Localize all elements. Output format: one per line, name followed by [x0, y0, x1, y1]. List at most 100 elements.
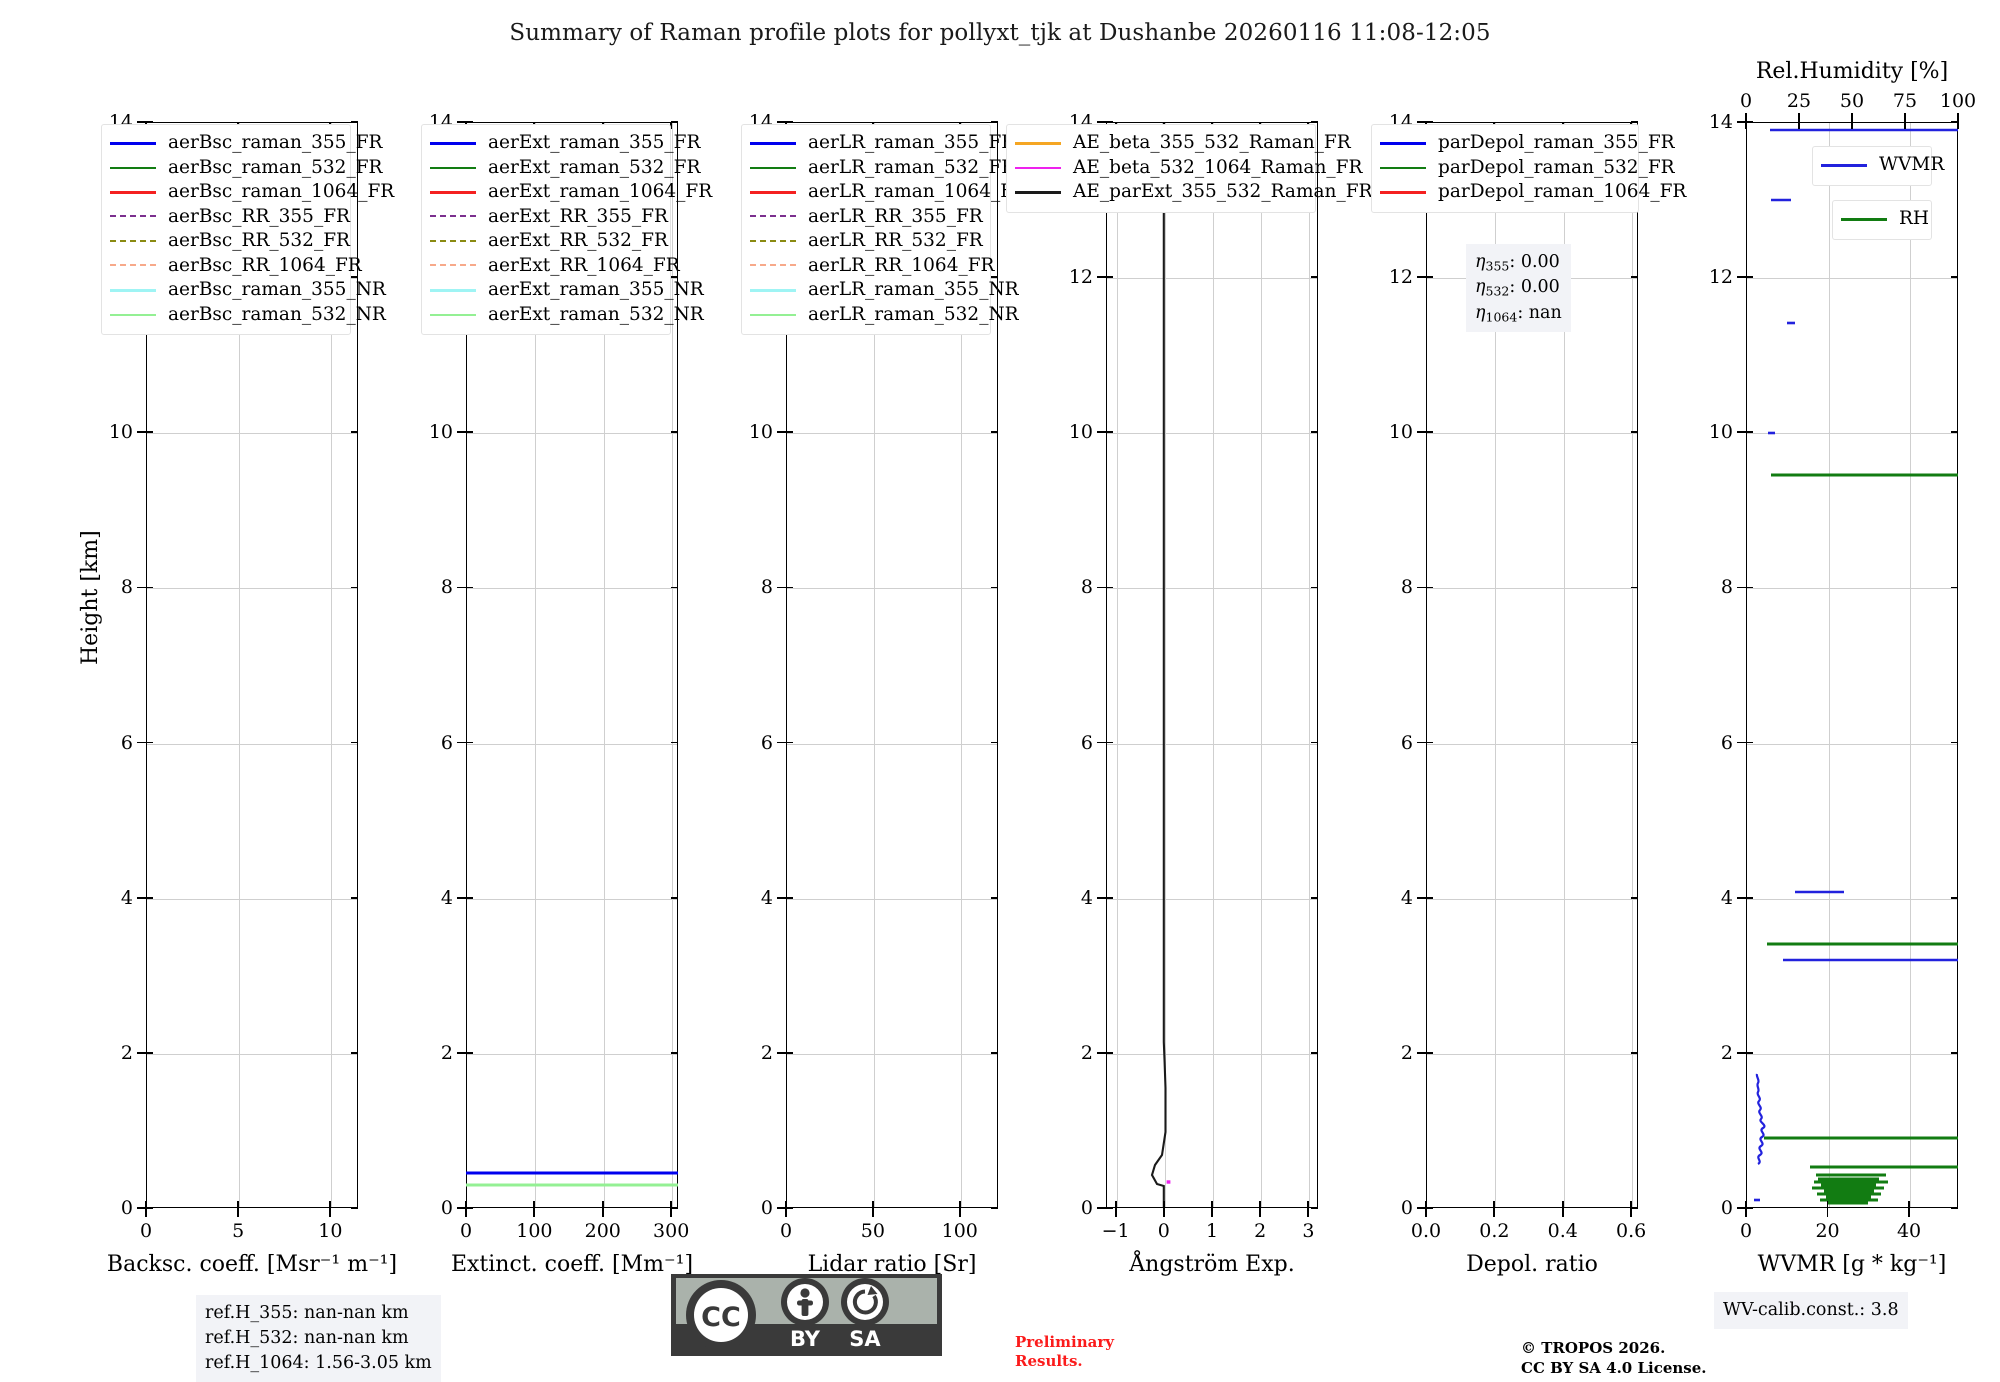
y-tick-right [1951, 741, 1958, 744]
panel-lidar-ratio: aerLR_raman_355_FR aerLR_raman_532_FR aerL… [741, 111, 1027, 1277]
y-tick [1417, 276, 1426, 279]
y-tick-label: 2 [1080, 1041, 1093, 1064]
x-tick-inner [1630, 1201, 1633, 1208]
legend-wvmr[interactable]: WVMR [1812, 146, 1944, 186]
legend-depol-ratio[interactable]: parDepol_raman_355_FR parDepol_raman_532_… [1371, 124, 1686, 213]
legend-backscatter-item[interactable]: aerBsc_RR_1064_FR [110, 254, 362, 279]
x-tick-top [670, 122, 673, 129]
y-tick-inner [1106, 741, 1113, 744]
legend-backscatter-item[interactable]: aerBsc_raman_532_FR [110, 156, 382, 181]
legend-extinction-item[interactable]: aerExt_RR_1064_FR [430, 254, 680, 279]
y-tick [1737, 431, 1746, 434]
y-tick-right [991, 1051, 998, 1054]
x-tick-inner [1493, 1201, 1496, 1208]
legend-extinction-item[interactable]: aerExt_RR_532_FR [430, 229, 668, 254]
legend-wvmr-item[interactable]: WVMR [1821, 153, 1944, 178]
eta-355-value: 0.00 [1520, 252, 1560, 272]
x-tick [1908, 1208, 1910, 1217]
x-tick-inner [1162, 1201, 1165, 1208]
legend-extinction-item[interactable]: aerExt_raman_532_FR [430, 156, 700, 181]
legend-label: aerLR_RR_532_FR [808, 230, 983, 251]
y-tick [457, 121, 466, 123]
x-tick [1307, 1208, 1310, 1217]
x-tick [1162, 1208, 1165, 1217]
ref-height-line: ref.H_1064: 1.56-3.05 km [205, 1352, 432, 1373]
y-tick [137, 1051, 146, 1054]
y-tick-right [1951, 276, 1958, 279]
gridline-vertical [1910, 123, 1912, 1207]
legend-angstrom[interactable]: AE_beta_355_532_Raman_FR AE_beta_532_1064… [1006, 124, 1372, 213]
legend-extinction-item[interactable]: aerExt_raman_1064_FR [430, 180, 712, 205]
y-tick-label: 8 [440, 576, 453, 599]
legend-label: aerExt_raman_355_FR [488, 132, 701, 153]
legend-depol-ratio-item[interactable]: parDepol_raman_1064_FR [1380, 180, 1686, 205]
gridline-horizontal [467, 588, 677, 590]
legend-rh-item[interactable]: RH [1841, 207, 1929, 232]
y-tick [1097, 121, 1106, 123]
x-tick-inner [1211, 1201, 1213, 1208]
legend-depol-ratio-item[interactable]: parDepol_raman_532_FR [1380, 156, 1675, 181]
gridline-vertical [535, 123, 537, 1207]
legend-extinction-item[interactable]: aerExt_raman_355_NR [430, 278, 704, 303]
y-tick-inner [1106, 276, 1113, 279]
legend-depol-ratio-item[interactable]: parDepol_raman_355_FR [1380, 131, 1675, 156]
legend-backscatter[interactable]: aerBsc_raman_355_FR aerBsc_raman_532_FR ae… [101, 124, 394, 335]
legend-lidar-ratio-item[interactable]: aerLR_raman_532_NR [750, 303, 1019, 328]
legend-backscatter-item[interactable]: aerBsc_raman_532_NR [110, 303, 386, 328]
y-tick-inner [1426, 431, 1433, 434]
y-tick-label: 10 [428, 421, 453, 444]
y-tick-inner [786, 896, 793, 899]
gridline-horizontal [1747, 433, 1957, 435]
y-tick-right [1951, 1207, 1958, 1209]
legend-extinction-item[interactable]: aerExt_raman_532_NR [430, 303, 704, 328]
legend-extinction-item[interactable]: aerExt_RR_355_FR [430, 205, 668, 230]
y-tick-right [351, 431, 358, 434]
legend-backscatter-item[interactable]: aerBsc_raman_1064_FR [110, 180, 394, 205]
x-tick-label: 40 [1896, 1220, 1922, 1242]
legend-label: aerExt_raman_532_NR [488, 303, 704, 325]
gridline-horizontal [147, 898, 357, 900]
y-tick-label: 14 [1708, 111, 1733, 133]
legend-label: AE_parExt_355_532_Raman_FR [1073, 181, 1373, 202]
y-tick-right [351, 276, 358, 279]
y-tick-label: 6 [1720, 731, 1733, 754]
legend-lidar-ratio[interactable]: aerLR_raman_355_FR aerLR_raman_532_FR aerL… [741, 124, 1027, 335]
y-tick [1097, 1051, 1106, 1054]
gridline-horizontal [147, 588, 357, 590]
legend-backscatter-item[interactable]: aerBsc_RR_355_FR [110, 205, 350, 230]
y-tick-label: 4 [1080, 886, 1093, 909]
gridline-vertical [1213, 123, 1214, 1207]
legend-backscatter-item[interactable]: aerBsc_RR_532_FR [110, 229, 350, 254]
gridline-vertical [1164, 123, 1166, 1207]
panel-wvmr-rh: WVMR RH WVMR [g * kg⁻¹] Rel.Humidity [%]… [1709, 59, 1976, 1277]
legend-extinction-item[interactable]: aerExt_raman_355_FR [430, 131, 700, 156]
y-tick-inner [786, 1207, 793, 1209]
legend-backscatter-item[interactable]: aerBsc_raman_355_FR [110, 131, 382, 156]
gridline-horizontal [1107, 433, 1317, 435]
legend-rh[interactable]: RH [1832, 200, 1932, 240]
y-tick-right [991, 1207, 998, 1209]
curves-extinction [466, 122, 678, 1208]
legend-lidar-ratio-item[interactable]: aerLR_raman_355_NR [750, 278, 1019, 303]
y-tick-inner [1106, 896, 1113, 899]
legend-label: parDepol_raman_355_FR [1438, 132, 1675, 153]
legend-angstrom-item[interactable]: AE_parExt_355_532_Raman_FR [1015, 180, 1372, 205]
legend-angstrom-item[interactable]: AE_beta_355_532_Raman_FR [1015, 131, 1351, 156]
y-tick-right [351, 896, 358, 899]
legend-backscatter-item[interactable]: aerBsc_raman_355_NR [110, 278, 386, 303]
legend-lidar-ratio-item[interactable]: aerLR_RR_355_FR [750, 205, 983, 230]
legend-lidar-ratio-item[interactable]: aerLR_raman_1064_FR [750, 180, 1027, 205]
legend-label: AE_beta_532_1064_Raman_FR [1073, 156, 1363, 178]
x-tick-inner [145, 1201, 147, 1208]
legend-lidar-ratio-item[interactable]: aerLR_raman_532_FR [750, 156, 1015, 181]
y-tick-right [1951, 431, 1958, 434]
y-tick-label: 6 [440, 731, 453, 754]
y-tick [137, 121, 146, 123]
legend-lidar-ratio-item[interactable]: aerLR_RR_532_FR [750, 229, 983, 254]
legend-lidar-ratio-item[interactable]: aerLR_raman_355_FR [750, 131, 1015, 156]
legend-lidar-ratio-item[interactable]: aerLR_RR_1064_FR [750, 254, 995, 279]
x-tick-label: 50 [860, 1220, 885, 1242]
y-tick [777, 741, 786, 744]
legend-extinction[interactable]: aerExt_raman_355_FR aerExt_raman_532_FR ae… [421, 124, 712, 335]
legend-angstrom-item[interactable]: AE_beta_532_1064_Raman_FR [1015, 156, 1362, 181]
